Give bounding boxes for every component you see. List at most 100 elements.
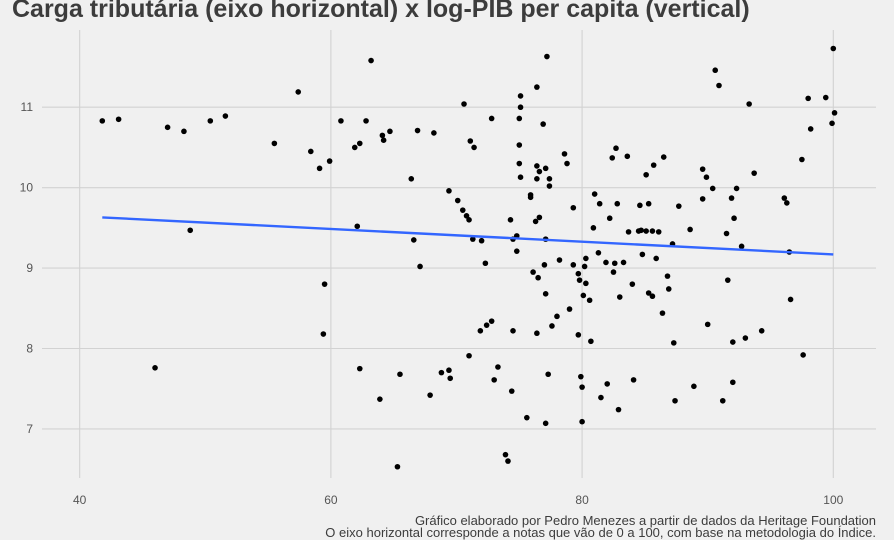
data-point <box>724 277 731 283</box>
data-point <box>645 290 652 296</box>
data-point <box>586 297 593 304</box>
data-point <box>408 175 415 182</box>
data-point <box>524 414 530 421</box>
data-point <box>534 84 540 90</box>
data-point <box>470 236 476 242</box>
data-point <box>463 212 470 219</box>
data-point <box>414 127 421 134</box>
data-point <box>650 162 657 168</box>
y-tick-label: 9 <box>26 261 33 275</box>
data-point <box>379 132 386 139</box>
data-point <box>595 249 602 256</box>
data-point <box>536 214 543 221</box>
data-point <box>709 185 716 192</box>
data-point <box>570 262 577 268</box>
data-point <box>510 328 516 334</box>
data-point <box>742 335 749 341</box>
data-point <box>397 371 403 378</box>
data-point <box>554 313 560 320</box>
data-point <box>643 228 649 234</box>
data-point <box>603 259 609 266</box>
data-point <box>645 200 652 207</box>
data-point <box>467 138 474 144</box>
data-point <box>527 194 534 201</box>
data-point <box>530 269 536 275</box>
data-point <box>516 160 523 167</box>
data-point <box>630 377 637 383</box>
y-tick-label: 7 <box>26 422 33 436</box>
data-point <box>653 255 659 262</box>
data-point <box>546 175 553 182</box>
data-point <box>731 215 737 222</box>
data-point <box>719 397 726 404</box>
data-point <box>606 215 613 222</box>
data-point <box>410 237 417 243</box>
caption-line-1: Gráfico elaborado por Pedro Menezes a pa… <box>415 513 876 528</box>
data-point <box>723 230 730 237</box>
data-point <box>394 463 401 470</box>
data-point <box>542 165 549 172</box>
data-point <box>575 332 582 338</box>
data-point <box>676 203 682 209</box>
data-point <box>649 228 656 234</box>
data-point <box>822 94 829 101</box>
data-point <box>307 148 314 155</box>
data-point <box>831 110 838 116</box>
data-point <box>614 200 621 207</box>
data-point <box>471 144 477 151</box>
data-point <box>703 174 710 180</box>
data-point <box>187 227 194 234</box>
data-point <box>549 323 555 329</box>
data-point <box>610 269 617 275</box>
data-point <box>532 218 539 225</box>
data-point <box>271 140 278 147</box>
data-point <box>491 377 497 383</box>
data-point <box>583 255 589 262</box>
data-point <box>670 340 677 346</box>
data-point <box>625 229 632 235</box>
chart-title: Carga tributária (eixo horizontal) x log… <box>12 0 750 23</box>
data-point <box>540 121 546 127</box>
data-point <box>321 281 328 287</box>
data-point <box>805 95 811 102</box>
data-point <box>99 118 106 124</box>
data-point <box>784 200 790 206</box>
data-point <box>580 292 587 299</box>
x-tick-label: 40 <box>73 493 87 507</box>
data-point <box>699 196 706 202</box>
data-point <box>604 381 611 387</box>
data-point <box>115 116 122 123</box>
data-point <box>716 82 722 89</box>
data-point <box>446 367 452 374</box>
data-point <box>534 175 540 182</box>
data-point <box>699 166 706 172</box>
data-point <box>616 294 623 300</box>
x-tick-label: 80 <box>575 493 589 507</box>
data-point <box>566 306 573 312</box>
data-point <box>581 263 588 270</box>
data-point <box>613 145 619 152</box>
data-point <box>629 281 636 287</box>
data-point <box>380 137 387 143</box>
data-point <box>438 369 445 376</box>
data-point <box>466 352 472 359</box>
data-point <box>431 130 437 136</box>
data-point <box>829 120 835 127</box>
data-point <box>564 160 570 167</box>
data-point <box>758 328 765 334</box>
data-point <box>649 293 656 300</box>
data-point <box>545 371 551 378</box>
data-point <box>751 170 757 176</box>
data-point <box>579 384 585 390</box>
data-point <box>660 154 667 160</box>
data-point <box>576 277 583 283</box>
data-point <box>639 251 646 258</box>
data-point <box>664 273 671 279</box>
data-point <box>590 225 597 231</box>
data-point <box>181 128 187 135</box>
data-point <box>598 394 604 401</box>
data-point <box>363 118 369 124</box>
data-point <box>466 217 472 223</box>
data-point <box>356 365 363 372</box>
data-point <box>483 322 490 328</box>
